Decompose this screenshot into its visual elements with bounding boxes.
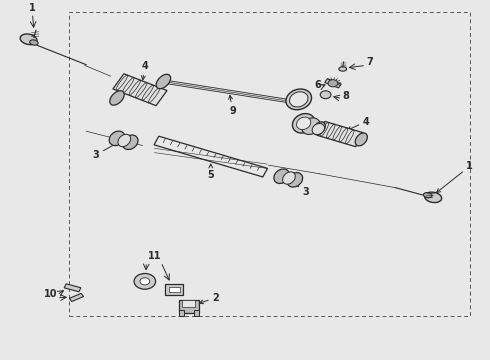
Text: 10: 10 — [44, 289, 57, 299]
Text: 11: 11 — [148, 251, 161, 261]
Polygon shape — [179, 310, 184, 316]
Text: 5: 5 — [207, 164, 214, 180]
Polygon shape — [325, 79, 341, 88]
Ellipse shape — [134, 274, 156, 289]
Polygon shape — [317, 121, 364, 147]
Ellipse shape — [424, 192, 441, 203]
Text: 8: 8 — [343, 91, 349, 101]
Text: 3: 3 — [93, 143, 118, 160]
Text: 4: 4 — [347, 117, 369, 130]
Ellipse shape — [110, 91, 124, 105]
Text: 2: 2 — [199, 293, 219, 304]
Text: 4: 4 — [142, 61, 148, 80]
Polygon shape — [178, 300, 199, 313]
Ellipse shape — [355, 133, 368, 146]
Ellipse shape — [283, 172, 295, 184]
Bar — [69, 13, 470, 316]
Text: 6: 6 — [314, 80, 320, 90]
Ellipse shape — [274, 169, 290, 184]
Ellipse shape — [320, 91, 331, 99]
Ellipse shape — [30, 40, 38, 45]
Polygon shape — [165, 284, 183, 295]
Ellipse shape — [286, 89, 312, 110]
Text: 9: 9 — [229, 95, 236, 116]
Ellipse shape — [302, 118, 320, 135]
Text: 3: 3 — [292, 182, 310, 197]
Ellipse shape — [156, 74, 171, 89]
Ellipse shape — [118, 134, 131, 147]
Ellipse shape — [20, 34, 37, 45]
Polygon shape — [154, 136, 268, 177]
Ellipse shape — [312, 123, 324, 135]
Ellipse shape — [296, 117, 311, 130]
Polygon shape — [69, 293, 84, 302]
Polygon shape — [194, 310, 198, 316]
Ellipse shape — [290, 92, 308, 107]
Polygon shape — [182, 300, 195, 307]
Ellipse shape — [313, 122, 325, 135]
Polygon shape — [113, 74, 167, 106]
Ellipse shape — [293, 114, 315, 133]
Ellipse shape — [339, 67, 346, 71]
Ellipse shape — [287, 172, 303, 187]
Ellipse shape — [140, 278, 150, 285]
Ellipse shape — [423, 193, 432, 198]
Polygon shape — [169, 287, 179, 292]
Ellipse shape — [109, 131, 125, 145]
Text: 1: 1 — [437, 161, 473, 193]
Text: 1: 1 — [29, 3, 36, 13]
Ellipse shape — [328, 80, 338, 87]
Ellipse shape — [122, 135, 138, 149]
Text: 7: 7 — [366, 57, 373, 67]
Polygon shape — [64, 284, 81, 292]
